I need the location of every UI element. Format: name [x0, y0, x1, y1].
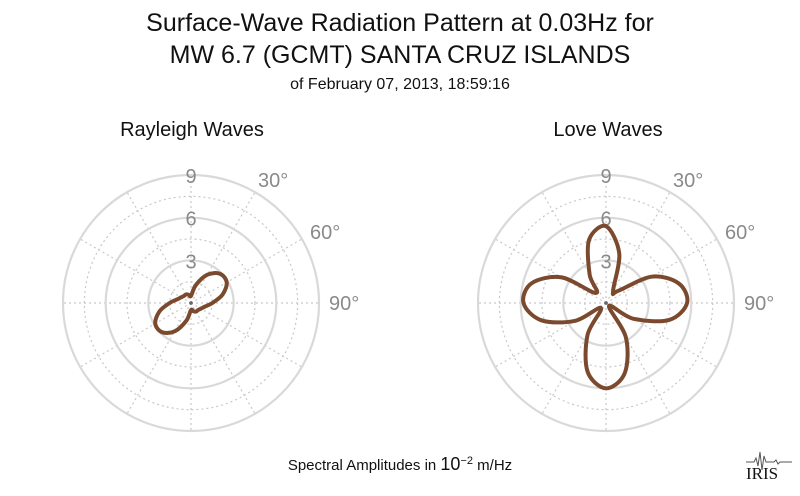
- chart-title-line1: Surface-Wave Radiation Pattern at 0.03Hz…: [146, 9, 654, 37]
- rayleigh-minor-ring: [83, 195, 299, 411]
- rayleigh-spoke-30: [190, 191, 256, 304]
- rayleigh-angle-label: 30°: [258, 170, 288, 192]
- unit-suffix: m/Hz: [472, 457, 513, 474]
- rayleigh-spoke-330: [126, 191, 192, 304]
- rayleigh-ring-3: [147, 259, 235, 347]
- unit-label-prefix: Spectral Amplitudes in: [287, 457, 441, 474]
- rayleigh-center-dot: [189, 301, 193, 305]
- love-angle-label: 90°: [744, 293, 774, 315]
- rayleigh-minor-ring: [126, 238, 256, 368]
- rayleigh-radial-tick-label: 3: [185, 251, 196, 273]
- love-radiation-pattern-line: [521, 223, 690, 391]
- rayleigh-spoke-240: [79, 302, 192, 368]
- iris-logo-text: IRIS: [746, 464, 779, 483]
- rayleigh-spoke-120: [190, 302, 303, 368]
- love-center-dot: [604, 301, 608, 305]
- rayleigh-spoke-60: [190, 238, 303, 304]
- love-minor-ring: [498, 195, 714, 411]
- love-spoke-60: [605, 238, 718, 304]
- love-minor-ring: [584, 281, 628, 325]
- unit-base: 10: [440, 454, 461, 474]
- chart-subtitle: of February 07, 2013, 18:59:16: [290, 76, 510, 93]
- love-polar-chart: 3 6 9 30° 60° 90°: [476, 166, 774, 433]
- chart-title-line2: MW 6.7 (GCMT) SANTA CRUZ ISLANDS: [169, 41, 631, 69]
- rayleigh-panel-title: Rayleigh Waves: [120, 119, 264, 141]
- love-radial-tick-label: 9: [600, 166, 611, 188]
- rayleigh-polar-chart: 3 6 9 30° 60° 90°: [61, 166, 359, 433]
- rayleigh-radial-tick-label: 9: [185, 166, 196, 188]
- love-minor-ring: [541, 238, 671, 368]
- love-ring-9: [476, 173, 736, 433]
- love-angle-label: 60°: [725, 222, 755, 244]
- love-radial-tick-label: 3: [600, 251, 611, 273]
- rayleigh-spoke-300: [79, 238, 192, 304]
- love-panel-title: Love Waves: [553, 119, 663, 141]
- rayleigh-angle-label: 90°: [329, 293, 359, 315]
- rayleigh-spoke-210: [126, 302, 192, 415]
- amplitude-unit-label: Spectral Amplitudes in 10−2 m/Hz: [0, 454, 800, 475]
- love-radial-tick-label: 6: [600, 209, 611, 231]
- unit-exponent: −2: [460, 455, 473, 467]
- rayleigh-radiation-pattern-line: [153, 271, 229, 335]
- iris-logo-icon: [746, 451, 792, 471]
- rayleigh-radial-tick-label: 6: [185, 209, 196, 231]
- rayleigh-ring-9: [61, 173, 321, 433]
- love-ring-3: [562, 259, 650, 347]
- rayleigh-ring-6: [104, 216, 278, 390]
- rayleigh-angle-label: 60°: [310, 222, 340, 244]
- love-angle-label: 30°: [673, 170, 703, 192]
